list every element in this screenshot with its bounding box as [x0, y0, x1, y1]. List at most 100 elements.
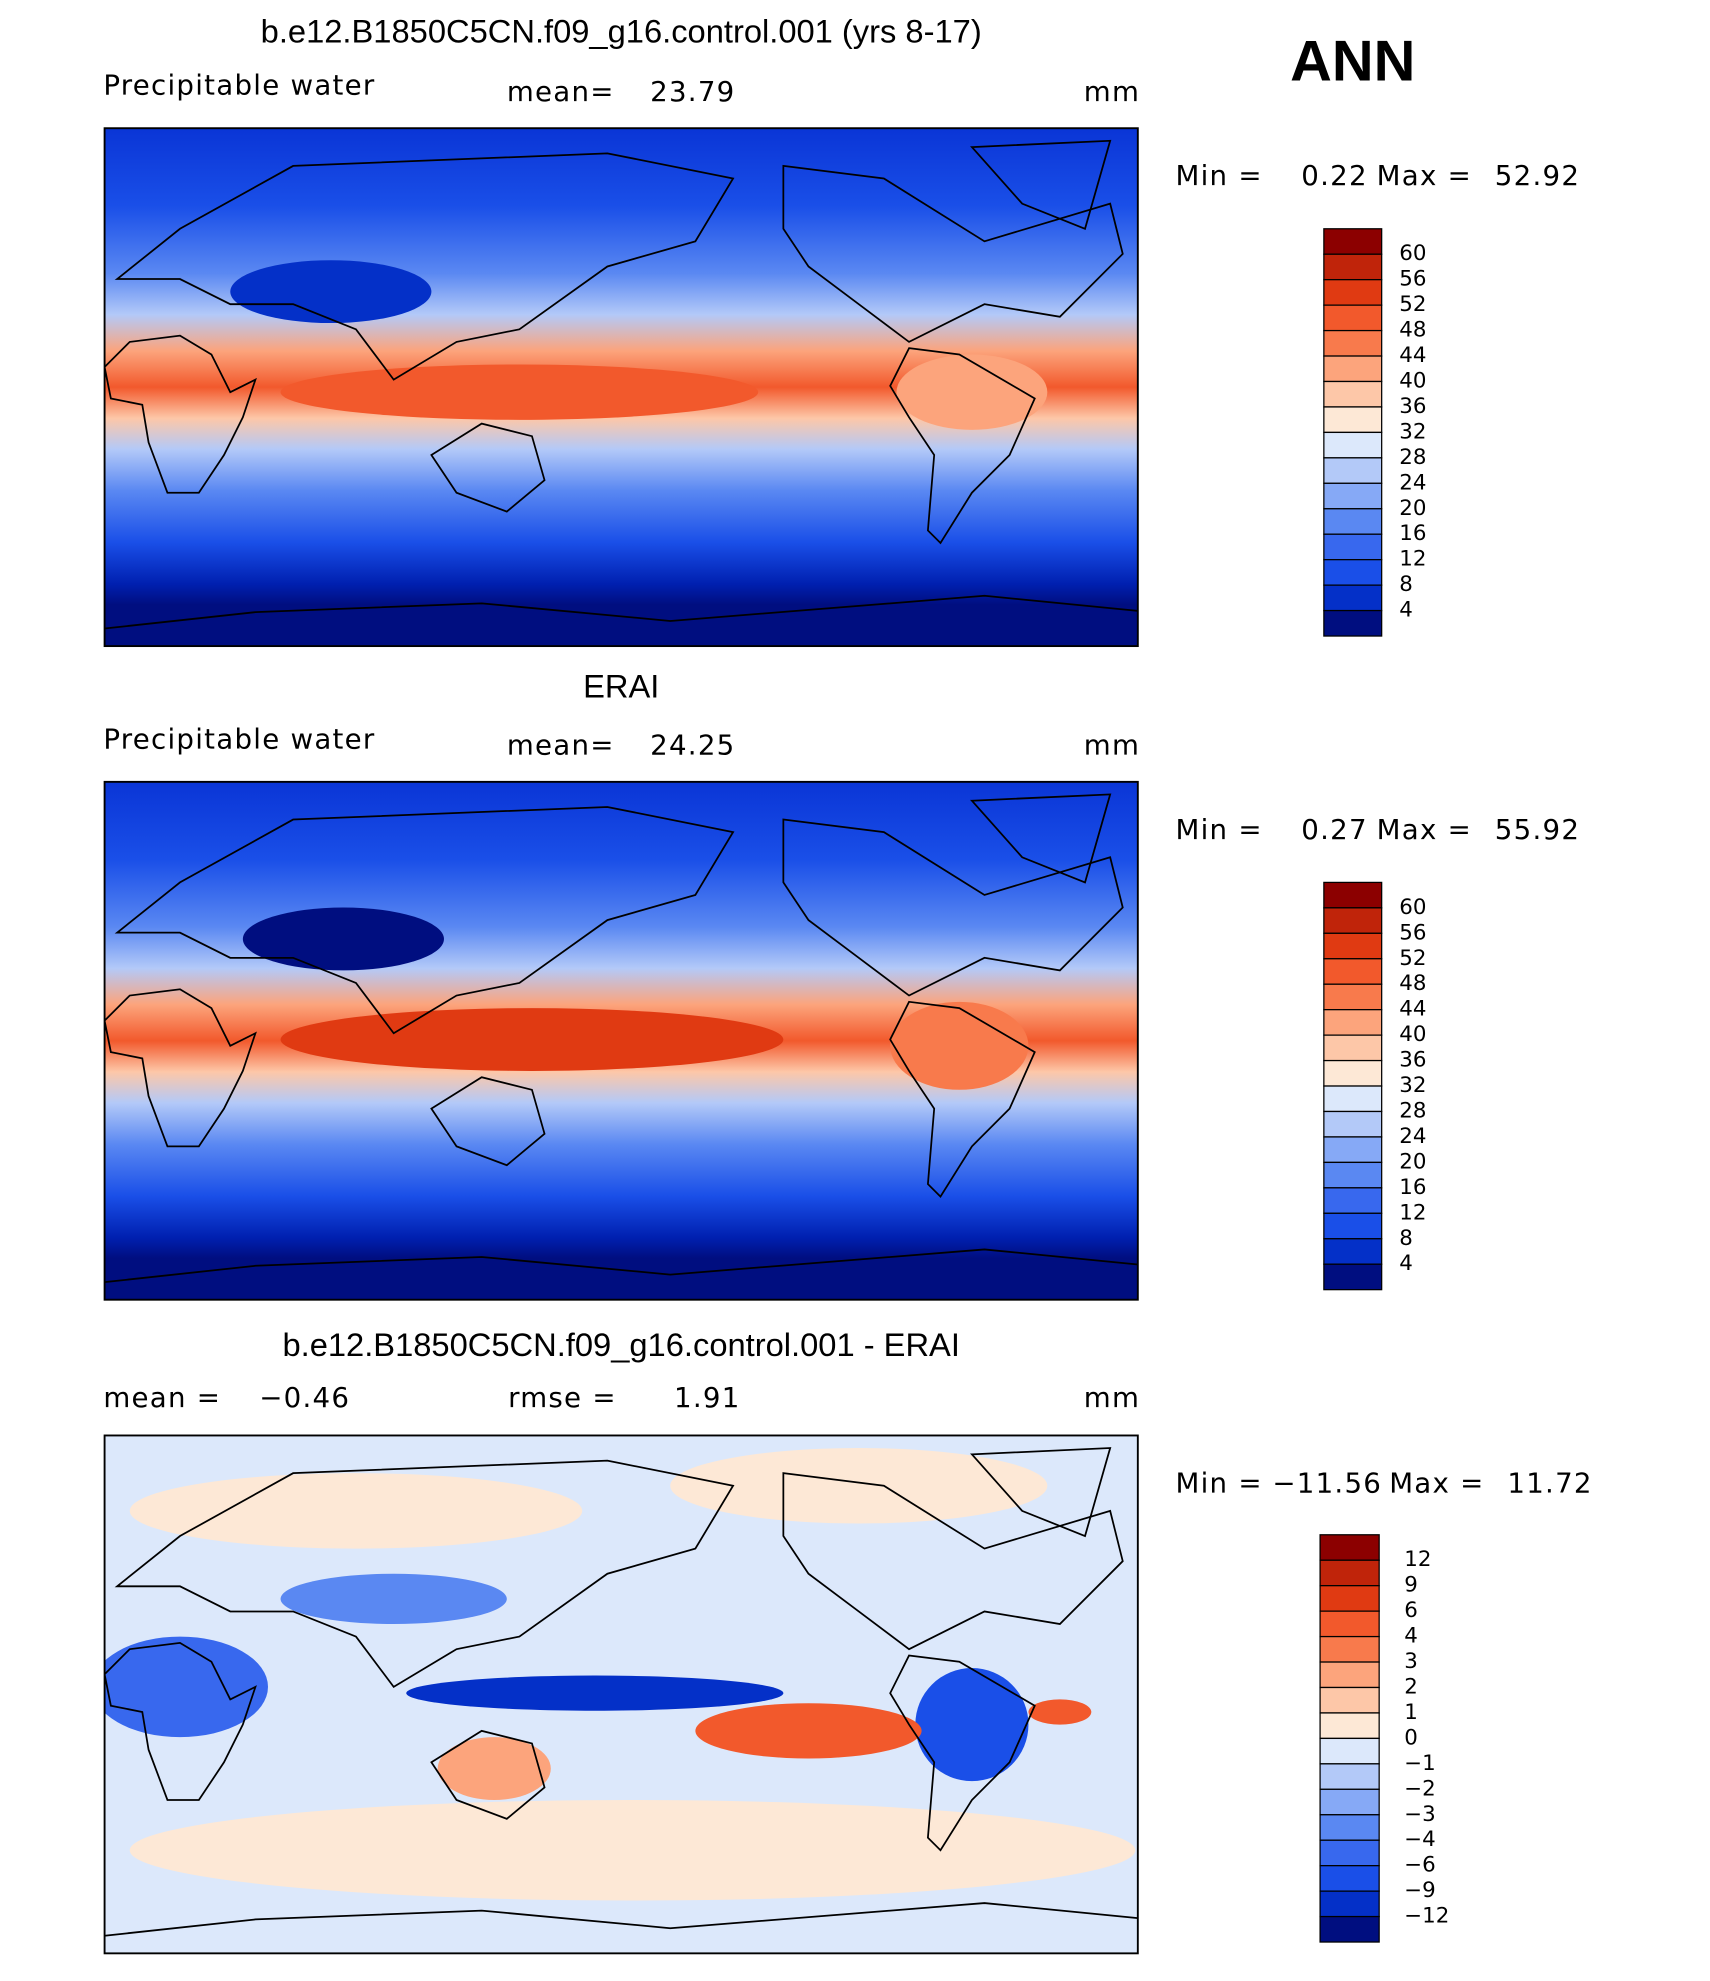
panel-title: b.e12.B1850C5CN.f09_g16.control.001 - ER… [282, 1326, 959, 1363]
colorbar-swatch [1319, 1814, 1380, 1841]
colorbar-label: 6 [1404, 1598, 1418, 1623]
stat-label: mean= [507, 729, 615, 762]
colorbar-label: 1 [1404, 1700, 1418, 1725]
colorbar-label: 36 [1399, 394, 1426, 419]
colorbar-label: 12 [1399, 547, 1426, 572]
colorbar-swatch [1323, 533, 1383, 561]
colorbar-swatch [1323, 983, 1383, 1011]
colorbar-label: −1 [1404, 1751, 1436, 1776]
colorbar-label: 4 [1399, 1251, 1413, 1276]
colorbar-swatch [1323, 304, 1383, 332]
map [103, 780, 1139, 1301]
stat-label: mean = [103, 1381, 221, 1414]
colorbar-swatch [1323, 1110, 1383, 1138]
colorbar-swatch [1323, 508, 1383, 535]
colorbar-swatch [1323, 1059, 1383, 1087]
colorbar-label: 4 [1404, 1624, 1418, 1649]
colorbar-swatch [1323, 1136, 1383, 1164]
colorbar-label: 20 [1399, 496, 1426, 521]
colorbar-swatch [1319, 1839, 1380, 1867]
colorbar-swatch [1319, 1585, 1380, 1612]
stat-label: mean= [507, 75, 615, 108]
colorbar-swatch [1319, 1737, 1380, 1765]
stat-value: −0.46 [259, 1381, 350, 1414]
colorbar-swatch [1319, 1661, 1380, 1689]
colorbar-label: 32 [1399, 419, 1426, 444]
colorbar-swatch [1323, 932, 1383, 960]
colorbar-swatch [1319, 1865, 1380, 1892]
max-value: 55.92 [1495, 813, 1580, 846]
colorbar-label: 28 [1399, 445, 1426, 470]
colorbar-swatch [1323, 881, 1383, 909]
units: mm [1084, 75, 1140, 108]
max-label: Max = [1377, 813, 1472, 846]
panel-title: b.e12.B1850C5CN.f09_g16.control.001 (yrs… [261, 13, 982, 50]
colorbar-swatch [1323, 1161, 1383, 1189]
colorbar-label: 8 [1399, 1226, 1413, 1251]
colorbar-label: 44 [1399, 343, 1426, 368]
colorbar-label: 56 [1399, 267, 1426, 292]
colorbar-label: 16 [1399, 1175, 1426, 1200]
colorbar-swatch [1323, 406, 1383, 434]
colorbar-swatch [1323, 1238, 1383, 1265]
colorbar-swatch [1323, 380, 1383, 408]
min-label: Min = [1176, 159, 1263, 192]
colorbar-swatch [1323, 559, 1383, 586]
min-value: 0.22 [1301, 159, 1368, 192]
colorbar-label: 48 [1399, 318, 1426, 343]
colorbar-swatch [1319, 1686, 1380, 1714]
colorbar-swatch [1319, 1534, 1380, 1561]
units: mm [1084, 729, 1140, 762]
colorbar-swatch [1323, 584, 1383, 612]
max-value: 52.92 [1495, 159, 1580, 192]
colorbar-label: 12 [1399, 1200, 1426, 1225]
colorbar-swatch [1323, 482, 1383, 510]
colorbar-label: 60 [1399, 895, 1426, 920]
colorbar-swatch [1323, 329, 1383, 357]
min-label: Min = [1176, 1466, 1263, 1499]
colorbar-label: 40 [1399, 368, 1426, 393]
colorbar-label: 48 [1399, 971, 1426, 996]
colorbar-label: 2 [1404, 1674, 1418, 1699]
colorbar-swatch [1323, 1212, 1383, 1240]
colorbar-swatch [1323, 1263, 1383, 1291]
colorbar-label: 28 [1399, 1098, 1426, 1123]
panel-title: ERAI [583, 667, 659, 704]
min-label: Min = [1176, 813, 1263, 846]
colorbar-label: 24 [1399, 1124, 1426, 1149]
variable-label: Precipitable water [103, 722, 375, 755]
colorbar-label: 4 [1399, 598, 1413, 623]
colorbar-label: 52 [1399, 292, 1426, 317]
colorbar-swatch [1323, 355, 1383, 383]
colorbar-swatch [1319, 1915, 1380, 1943]
colorbar-swatch [1323, 958, 1383, 985]
colorbar-swatch [1323, 279, 1383, 306]
colorbar-label: 0 [1404, 1725, 1418, 1750]
colorbar-label: −9 [1404, 1878, 1436, 1903]
colorbar-swatch [1319, 1890, 1380, 1918]
colorbar-label: 24 [1399, 470, 1426, 495]
colorbar-label: 9 [1404, 1573, 1418, 1598]
colorbar-swatch [1323, 1085, 1383, 1113]
colorbar-swatch [1323, 1009, 1383, 1036]
map [103, 1434, 1139, 1955]
colorbar-swatch [1323, 431, 1383, 459]
colorbar-swatch [1319, 1763, 1380, 1790]
colorbar-swatch [1319, 1610, 1380, 1638]
colorbar-swatch [1323, 1187, 1383, 1214]
colorbar-swatch [1323, 228, 1383, 255]
colorbar-label: 44 [1399, 997, 1426, 1022]
colorbar-swatch [1323, 1034, 1383, 1062]
colorbar-swatch [1323, 253, 1383, 281]
max-label: Max = [1389, 1466, 1484, 1499]
colorbar-swatch [1323, 907, 1383, 934]
colorbar-label: 40 [1399, 1022, 1426, 1047]
colorbar-label: 16 [1399, 521, 1426, 546]
colorbar-label: 52 [1399, 946, 1426, 971]
colorbar-label: −3 [1404, 1802, 1436, 1827]
map [103, 127, 1139, 648]
stat-value: 23.79 [650, 75, 735, 108]
colorbar-label: −6 [1404, 1853, 1436, 1878]
